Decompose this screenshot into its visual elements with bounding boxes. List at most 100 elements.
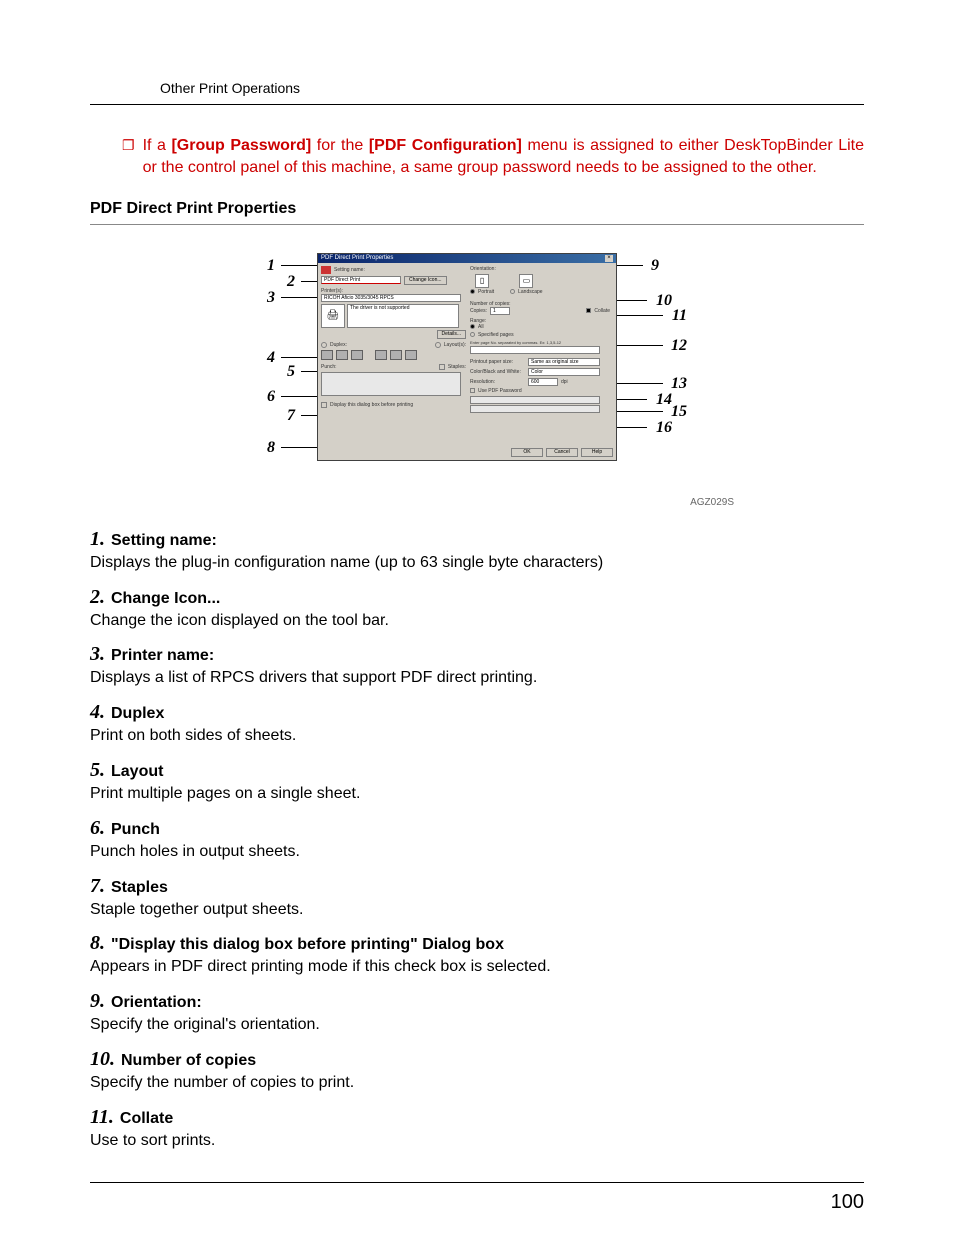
item-description: Specify the number of copies to print.: [90, 1073, 864, 1094]
range-all-label: All: [478, 324, 484, 330]
note-bold-pdf-config: [PDF Configuration]: [369, 137, 522, 154]
layout-option-1[interactable]: [375, 350, 387, 360]
item-title: Duplex: [111, 705, 164, 723]
page-number: 100: [90, 1191, 864, 1214]
dialog-title: PDF Direct Print Properties: [321, 255, 393, 262]
leader-16: [617, 427, 647, 428]
layout-label: Layout(s):: [444, 342, 466, 348]
list-item: 4.DuplexPrint on both sides of sheets.: [90, 701, 864, 747]
paper-size-select[interactable]: Same as original size: [528, 358, 600, 366]
landscape-label: Landscape: [518, 289, 542, 295]
callout-11: 11: [672, 307, 687, 325]
setting-name-input[interactable]: PDF Direct Print: [321, 276, 401, 284]
item-number: 6.: [90, 817, 105, 840]
use-password-label: Use PDF Password: [478, 388, 522, 394]
duplex-option-2[interactable]: [336, 350, 348, 360]
password-confirm-input[interactable]: [470, 405, 600, 413]
item-title: Number of copies: [121, 1052, 256, 1070]
leader-2: [301, 281, 317, 282]
item-number: 10.: [90, 1048, 115, 1071]
printer-select[interactable]: RICOH Aficio 3035/3045 RPCS: [321, 294, 461, 302]
callout-12: 12: [671, 337, 687, 355]
staples-label: Staples:: [448, 364, 466, 370]
list-item: 3.Printer name:Displays a list of RPCS d…: [90, 643, 864, 689]
item-list: 1.Setting name:Displays the plug-in conf…: [90, 528, 864, 1152]
item-title: Printer name:: [111, 647, 214, 665]
range-all-radio[interactable]: [470, 324, 475, 329]
item-description: Change the icon displayed on the tool ba…: [90, 611, 864, 632]
item-number: 4.: [90, 701, 105, 724]
callout-1: 1: [267, 257, 275, 275]
callout-13: 13: [671, 375, 687, 393]
range-input[interactable]: [470, 346, 600, 354]
orientation-label: Orientation:: [470, 266, 610, 272]
change-icon-button[interactable]: Change Icon...: [404, 276, 447, 285]
app-icon: [321, 266, 331, 274]
use-password-checkbox[interactable]: [470, 388, 475, 393]
header-section: Other Print Operations: [90, 80, 864, 105]
ok-button[interactable]: OK: [511, 448, 543, 457]
item-description: Specify the original's orientation.: [90, 1015, 864, 1036]
item-description: Appears in PDF direct printing mode if t…: [90, 957, 864, 978]
subheading: PDF Direct Print Properties: [90, 200, 864, 218]
range-spec-radio[interactable]: [470, 332, 475, 337]
portrait-icon[interactable]: ▯: [475, 274, 489, 288]
dialog-titlebar: PDF Direct Print Properties ×: [318, 254, 616, 263]
item-description: Print multiple pages on a single sheet.: [90, 784, 864, 805]
duplex-radio[interactable]: [321, 342, 327, 348]
duplex-label: Duplex:: [330, 342, 347, 348]
duplex-option-3[interactable]: [351, 350, 363, 360]
details-button[interactable]: Details...: [437, 330, 466, 339]
important-note: ❐ If a [Group Password] for the [PDF Con…: [90, 135, 864, 180]
note-bullet-icon: ❐: [122, 137, 135, 154]
leader-13: [617, 383, 663, 384]
layout-radio[interactable]: [435, 342, 441, 348]
copies-field-label: Copies:: [470, 308, 487, 314]
copies-input[interactable]: 1: [490, 307, 510, 315]
duplex-option-1[interactable]: [321, 350, 333, 360]
portrait-radio[interactable]: [470, 289, 475, 294]
item-title: Staples: [111, 879, 168, 897]
list-item: 10. Number of copies Specify the number of…: [90, 1048, 864, 1094]
leader-1: [281, 265, 317, 266]
item-number: 8.: [90, 932, 105, 955]
item-number: 9.: [90, 990, 105, 1013]
portrait-label: Portrait: [478, 289, 494, 295]
color-select[interactable]: Color: [528, 368, 600, 376]
leader-6: [281, 396, 317, 397]
list-item: 7.StaplesStaple together output sheets.: [90, 875, 864, 921]
leader-11: [617, 315, 663, 316]
dpi-label: dpi: [561, 379, 568, 385]
callout-16: 16: [656, 419, 672, 437]
figure-code: AGZ029S: [90, 497, 864, 508]
item-title: Orientation:: [111, 994, 202, 1012]
list-item: 6.PunchPunch holes in output sheets.: [90, 817, 864, 863]
layout-option-3[interactable]: [405, 350, 417, 360]
landscape-icon[interactable]: ▭: [519, 274, 533, 288]
display-dialog-checkbox[interactable]: [321, 402, 327, 408]
display-dialog-label: Display this dialog box before printing: [330, 402, 413, 408]
item-title: Change Icon...: [111, 590, 220, 608]
staples-check[interactable]: [439, 364, 445, 370]
landscape-radio[interactable]: [510, 289, 515, 294]
help-button[interactable]: Help: [581, 448, 613, 457]
collate-checkbox[interactable]: [586, 308, 591, 313]
item-title: Setting name:: [111, 532, 217, 550]
punch-staples-area: [321, 372, 461, 396]
resolution-select[interactable]: 600: [528, 378, 558, 386]
cancel-button[interactable]: Cancel: [546, 448, 578, 457]
list-item: 11.CollateUse to sort prints.: [90, 1106, 864, 1152]
item-title: Collate: [120, 1110, 173, 1128]
setting-name-label: Setting name:: [334, 267, 365, 273]
note-bold-group-password: [Group Password]: [171, 137, 311, 154]
close-icon[interactable]: ×: [605, 255, 613, 262]
list-item: 2.Change Icon...Change the icon displaye…: [90, 586, 864, 632]
password-input[interactable]: [470, 396, 600, 404]
layout-option-2[interactable]: [390, 350, 402, 360]
list-item: 8."Display this dialog box before printi…: [90, 932, 864, 978]
range-hint: Enter page No. separated by commas. Ex: …: [470, 340, 610, 345]
range-spec-label: Specified pages: [478, 332, 514, 338]
leader-7: [301, 415, 317, 416]
callout-6: 6: [267, 388, 275, 406]
note-mid1: for the: [311, 137, 369, 154]
